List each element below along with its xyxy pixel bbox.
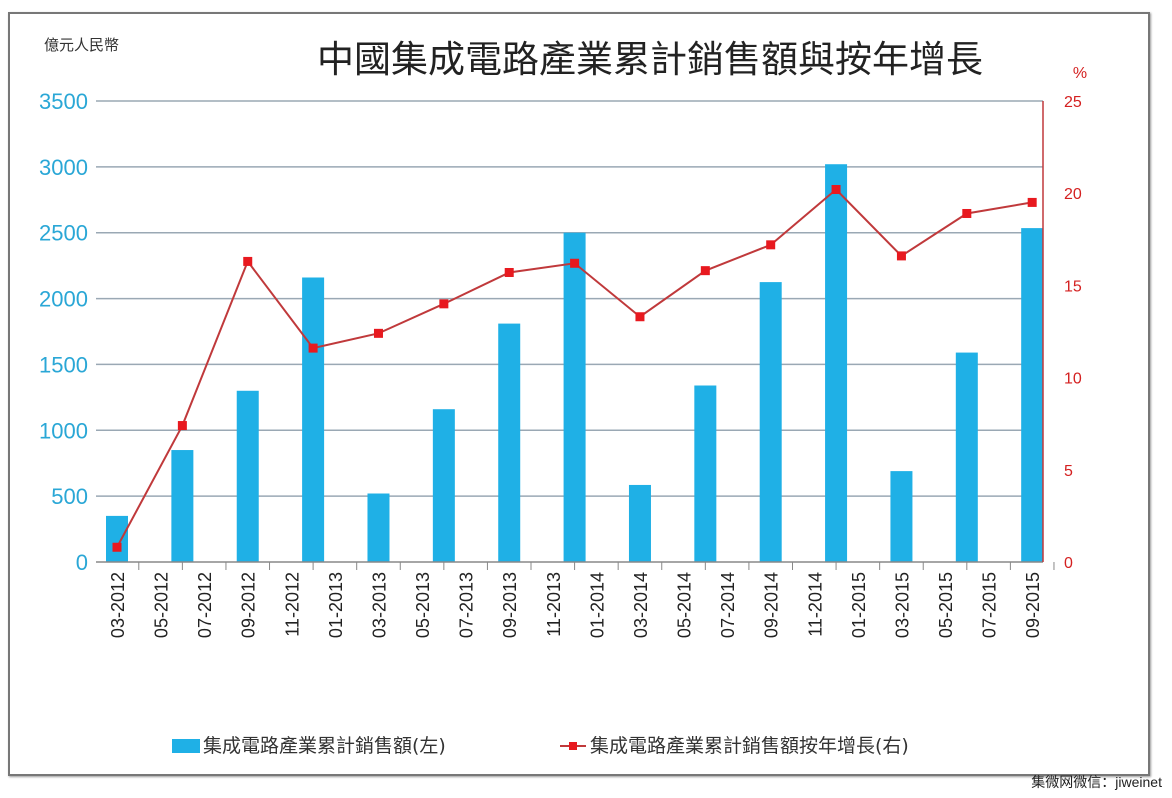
left-tick-label: 2000 (39, 287, 88, 312)
growth-marker-12-2012 (308, 343, 318, 353)
x-tick-label: 11-2014 (805, 572, 825, 637)
x-tick-label: 05-2012 (152, 572, 172, 638)
growth-marker-12-2013 (570, 258, 580, 268)
bar-09-2015 (1021, 228, 1044, 562)
left-axis-unit: 億元人民幣 (44, 36, 119, 54)
bar-03-2014 (628, 484, 651, 562)
legend-line-marker (569, 742, 577, 750)
bar-06-2014 (694, 385, 717, 562)
growth-marker-03-2014 (635, 312, 645, 322)
x-tick-label: 11-2012 (282, 572, 302, 637)
x-tick-label: 09-2012 (239, 572, 259, 638)
right-tick-label: 20 (1064, 186, 1082, 203)
bar-09-2012 (236, 390, 259, 562)
left-tick-label: 2500 (39, 221, 88, 246)
growth-marker-03-2012 (112, 542, 122, 552)
bar-06-2015 (955, 352, 978, 562)
x-tick-label: 07-2015 (980, 572, 1000, 638)
x-tick-label: 01-2013 (326, 572, 346, 638)
x-tick-label: 07-2013 (457, 572, 477, 638)
growth-marker-09-2015 (1027, 197, 1037, 207)
x-tick-label: 01-2014 (587, 572, 607, 638)
x-tick-label: 11-2013 (544, 572, 564, 637)
x-tick-label: 05-2015 (936, 572, 956, 638)
bar-12-2014 (825, 164, 848, 563)
growth-marker-06-2014 (700, 266, 710, 276)
x-tick-label: 03-2015 (892, 572, 912, 638)
chart-title: 中國集成電路產業累計銷售額與按年增長 (317, 38, 983, 81)
watermark: 集微网微信：jiweinet (1031, 774, 1162, 790)
growth-marker-09-2014 (766, 240, 776, 250)
growth-marker-09-2013 (504, 267, 514, 277)
growth-marker-12-2014 (831, 185, 841, 195)
growth-marker-06-2013 (439, 299, 449, 309)
growth-marker-03-2013 (373, 328, 383, 338)
left-tick-label: 3500 (39, 89, 88, 114)
x-tick-label: 07-2012 (195, 572, 215, 638)
legend-bar-label: 集成電路產業累計銷售額(左) (203, 735, 446, 757)
right-tick-label: 25 (1064, 94, 1082, 111)
bar-09-2014 (759, 282, 782, 562)
bar-06-2013 (432, 409, 455, 562)
left-tick-label: 1500 (39, 352, 88, 377)
left-tick-label: 3000 (39, 155, 88, 180)
left-tick-label: 500 (51, 484, 88, 509)
legend-line-label: 集成電路產業累計銷售額按年增長(右) (590, 735, 909, 757)
bar-03-2012 (106, 515, 128, 562)
bar-03-2015 (890, 471, 913, 562)
bar-03-2013 (367, 493, 390, 562)
right-tick-label: 0 (1064, 555, 1073, 572)
x-tick-label: 03-2012 (108, 572, 128, 638)
x-tick-label: 07-2014 (718, 572, 738, 638)
right-tick-label: 5 (1064, 463, 1073, 480)
x-tick-label: 09-2014 (762, 572, 782, 638)
legend-bar-swatch (172, 739, 200, 753)
right-tick-label: 10 (1064, 371, 1082, 388)
left-tick-label: 1000 (39, 418, 88, 443)
x-tick-label: 03-2013 (369, 572, 389, 638)
bar-12-2012 (302, 277, 325, 562)
growth-marker-09-2012 (243, 256, 253, 266)
x-tick-label: 01-2015 (849, 572, 869, 638)
right-tick-label: 15 (1064, 278, 1082, 295)
x-tick-label: 09-2013 (500, 572, 520, 638)
x-tick-label: 05-2014 (675, 572, 695, 638)
x-tick-label: 09-2015 (1023, 572, 1043, 638)
x-tick-label: 03-2014 (631, 572, 651, 638)
growth-marker-03-2015 (896, 251, 906, 261)
bar-06-2012 (171, 450, 194, 562)
x-tick-label: 05-2013 (413, 572, 433, 638)
bar-09-2013 (498, 323, 521, 562)
growth-marker-06-2015 (962, 208, 972, 218)
right-axis-unit: % (1073, 65, 1087, 82)
growth-marker-06-2012 (177, 421, 187, 431)
left-tick-label: 0 (76, 550, 88, 575)
legend: 集成電路產業累計銷售額(左) 集成電路產業累計銷售額按年增長(右) (172, 735, 909, 757)
bar-12-2013 (563, 232, 586, 562)
